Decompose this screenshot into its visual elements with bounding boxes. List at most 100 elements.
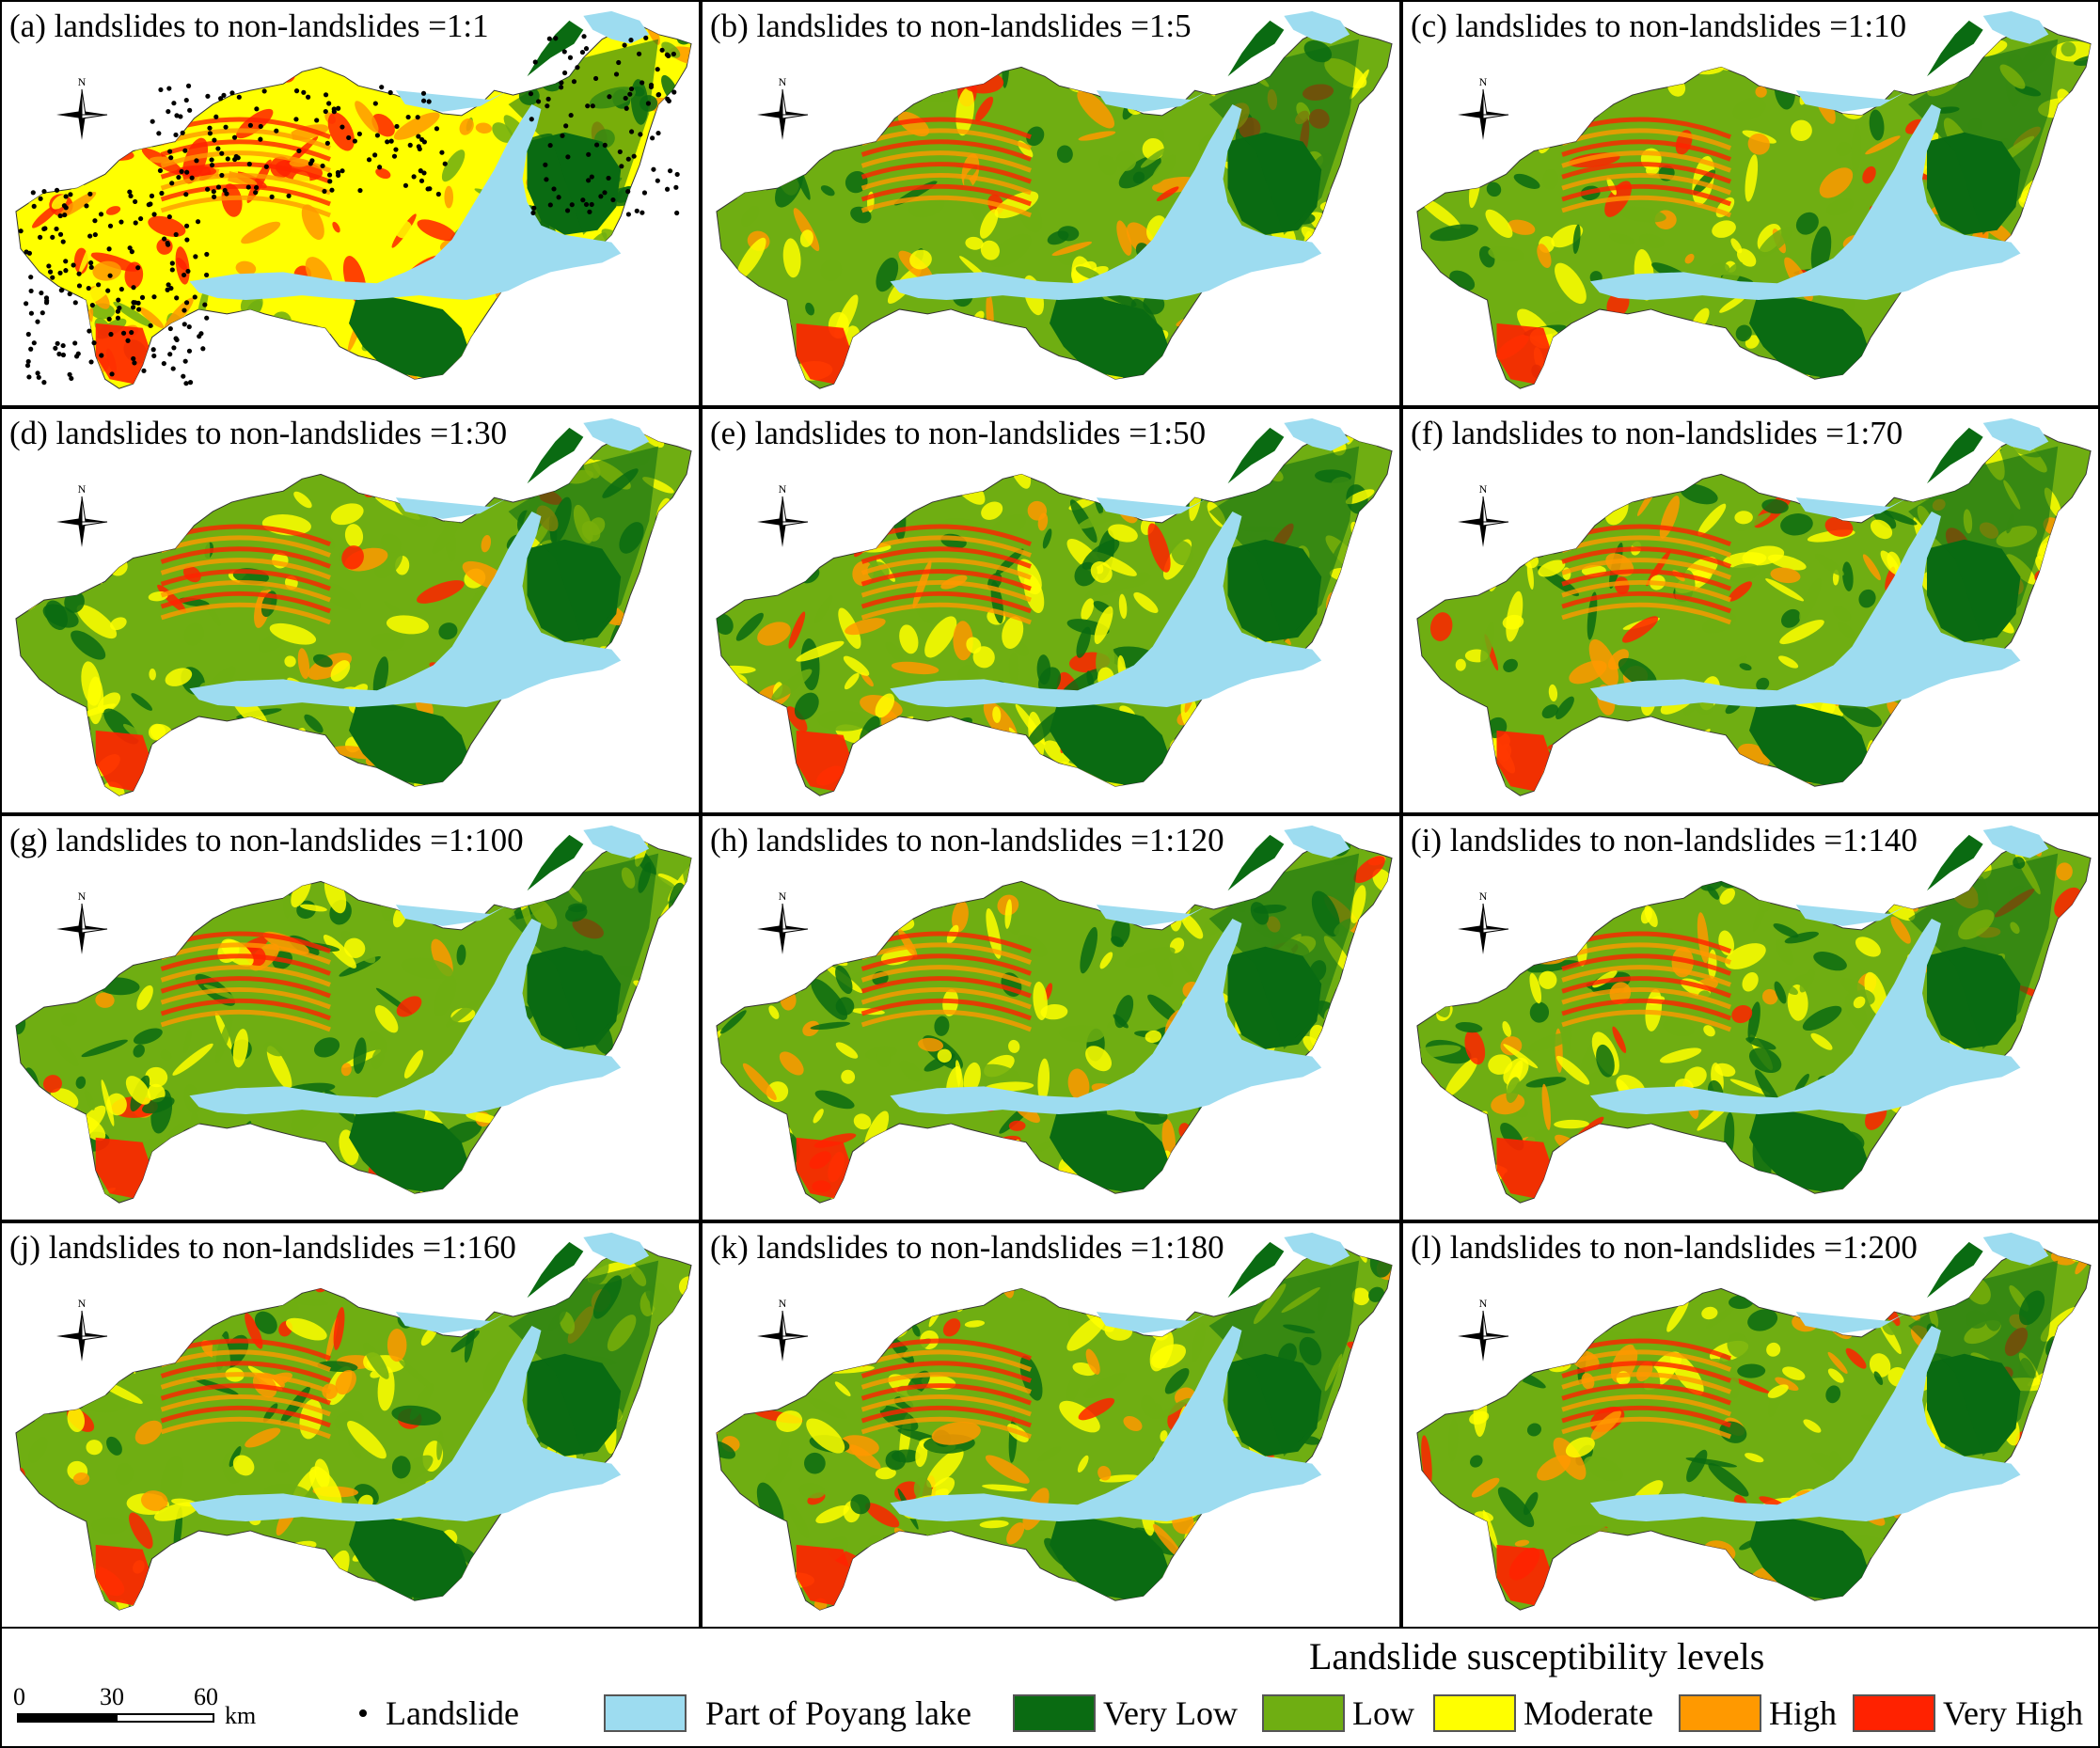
landslide-point [168,155,174,161]
landslide-point [638,132,643,137]
landslide-point [532,59,538,65]
landslide-point [39,310,45,316]
landslide-point [339,168,345,174]
landslide-point [634,208,639,213]
landslide-point [99,353,104,358]
susceptibility-map [716,417,1393,796]
landslide-point [167,325,173,332]
panel-title: (l) landslides to non-landslides =1:200 [1411,1229,1918,1266]
landslide-point [41,226,47,232]
landslide-point [107,273,113,278]
landslide-point [165,287,170,292]
landslide-point [148,323,153,328]
landslide-point [88,260,94,266]
landslide-point [181,373,186,379]
landslide-point [628,86,635,92]
landslide-point [590,103,595,109]
north-arrow-icon: N [56,482,108,547]
landslide-point [169,267,175,273]
landslide-point [674,210,680,216]
landslide-point [221,92,227,98]
susceptibility-map [716,1232,1393,1611]
panel-title: (d) landslides to non-landslides =1:30 [9,415,508,451]
landslide-point [674,171,680,178]
legend-landslide: Landslide [359,1693,519,1734]
landslide-point [61,203,68,209]
landslide-point [24,363,31,369]
map-panel-d: (d) landslides to non-landslides =1:30 N [0,407,701,814]
landslide-point [43,295,50,301]
landslide-point [293,117,299,122]
landslide-point [215,184,222,190]
landslide-point [135,265,141,271]
landslide-point [166,242,171,247]
landslide-point [602,142,608,148]
landslide-point [180,130,185,135]
landslide-point [585,103,591,109]
landslide-point [183,381,189,386]
landslide-point [372,152,378,158]
landslide-point [212,137,217,143]
north-arrow-icon: N [757,75,809,140]
landslide-point [545,103,550,109]
panel-title: (c) landslides to non-landslides =1:10 [1411,8,1907,44]
landslide-point [26,374,32,380]
landslide-point [35,319,40,324]
landslide-point [580,197,586,203]
landslide-point [60,239,66,244]
landslide-point [200,346,206,352]
landslide-point [571,79,577,85]
landslide-point [655,178,660,183]
landslide-points [18,34,680,386]
landslide-point [47,269,54,275]
legend-item-very-high: Very High [1853,1693,2083,1734]
north-arrow-icon: N [1458,482,1509,547]
landslide-point [553,36,559,41]
landslide-point [161,361,166,367]
landslide-point [131,355,136,362]
landslide-point [151,353,157,359]
landslide-point [43,300,50,306]
landslide-point [183,97,189,103]
compass-north-label: N [78,890,87,903]
landslide-point [405,114,411,120]
landslide-point [622,42,627,48]
landslide-point [57,213,63,219]
landslide-point [184,169,190,175]
landslide-point [563,123,569,129]
landslide-point [173,132,179,138]
landslide-point [385,139,390,145]
landslide-point [156,131,162,136]
landslide-point [39,290,44,296]
landslide-point [150,118,155,124]
landslide-point [54,226,59,232]
map-panel-h: (h) landslides to non-landslides =1:120 N [701,814,1401,1221]
landslide-point [170,366,176,371]
susceptibility-map [15,825,692,1204]
landslide-point [205,93,211,99]
landslide-point [59,287,65,293]
landslide-point [204,315,210,321]
scale-unit: km [225,1702,257,1729]
legend-item-moderate: Moderate [1433,1693,1653,1734]
landslide-point [38,196,43,201]
panel-title: (a) landslides to non-landslides =1:1 [9,8,489,44]
landslide-point [346,134,352,141]
landslide-point [62,213,68,218]
compass-north-label: N [78,482,87,496]
susceptibility-map [15,417,692,796]
compass-north-label: N [1479,75,1488,88]
landslide-point [171,101,177,106]
landslide-point [619,164,624,169]
landslide-point [89,303,95,308]
landslide-point [258,123,263,130]
landslide-point [411,174,417,180]
landslide-point [182,358,188,364]
landslide-point [308,161,313,166]
landslide-point [627,91,633,97]
landslide-point [253,184,260,191]
landslide-point [589,174,594,180]
north-arrow-icon: N [1458,75,1509,140]
legend-item-label: High [1769,1694,1837,1732]
landslide-point [28,310,35,316]
